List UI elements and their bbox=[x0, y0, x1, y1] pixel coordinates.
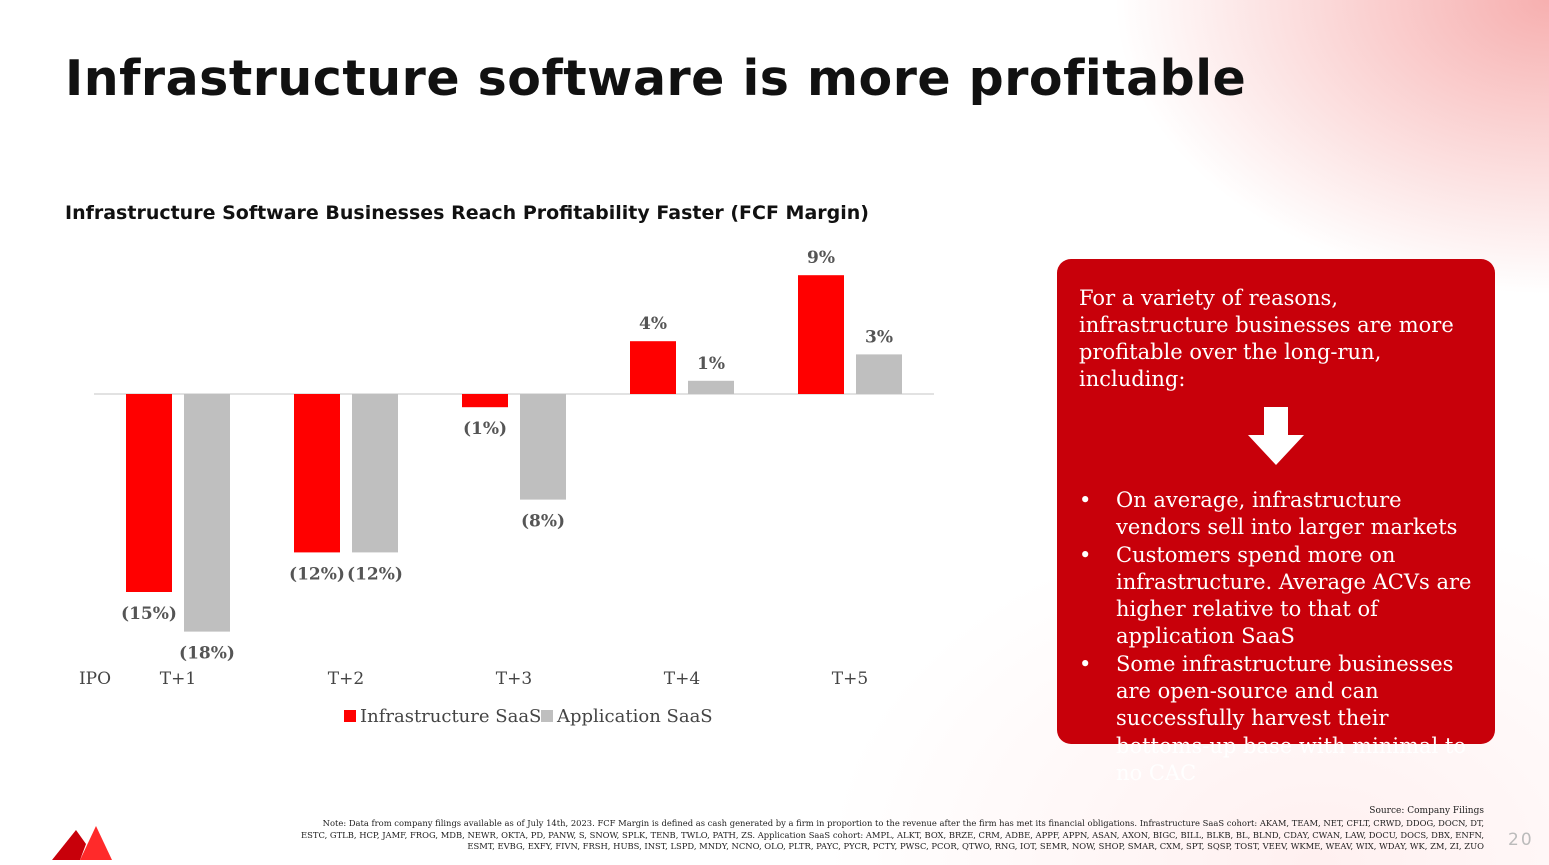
bar-value-label: (15%) bbox=[121, 604, 177, 624]
x-tick-label: T+5 bbox=[832, 669, 868, 689]
legend-label: Infrastructure SaaS bbox=[360, 706, 541, 727]
bar-value-label: (18%) bbox=[179, 644, 235, 664]
bar-infrastructure bbox=[126, 394, 172, 592]
callout-bullet-item: • On average, infrastructure vendors sel… bbox=[1079, 487, 1473, 542]
bar-value-label: 9% bbox=[807, 248, 835, 268]
fcf-margin-bar-chart: (15%)(18%) T+1 (12%) (12%) T+2 (1%) (8%) T+3 4% 1… bbox=[79, 248, 934, 727]
bar-value-label: 4% bbox=[639, 314, 667, 334]
company-logo-icon bbox=[52, 826, 112, 860]
callout-bullet-text: Some infrastructure businesses are open-… bbox=[1116, 651, 1466, 785]
x-tick-label: T+4 bbox=[664, 669, 700, 689]
x-origin-label: IPO bbox=[79, 669, 111, 689]
bar-value-label: 3% bbox=[865, 327, 893, 347]
callout-bullet-text: On average, infrastructure vendors sell … bbox=[1116, 488, 1458, 540]
legend-swatch bbox=[541, 710, 553, 722]
footnote: Note: Data from company filings availabl… bbox=[301, 818, 1484, 851]
bar-value-label: (8%) bbox=[521, 512, 565, 532]
bullet-icon: • bbox=[1079, 542, 1092, 567]
bar-infrastructure bbox=[798, 275, 844, 394]
callout-intro: For a variety of reasons, infrastructure… bbox=[1079, 286, 1454, 391]
bar-application bbox=[856, 354, 902, 394]
bar-value-label: 1% bbox=[697, 354, 725, 374]
x-tick-label: T+3 bbox=[496, 669, 532, 689]
legend-swatch bbox=[344, 710, 356, 722]
x-tick-label: T+2 bbox=[328, 669, 364, 689]
bar-application bbox=[352, 394, 398, 553]
bar-application bbox=[184, 394, 230, 632]
page-title: Infrastructure software is more profitab… bbox=[65, 50, 1247, 107]
bar-infrastructure bbox=[630, 341, 676, 394]
bar-infrastructure bbox=[294, 394, 340, 553]
chart-title: Infrastructure Software Businesses Reach… bbox=[65, 202, 869, 224]
bullet-icon: • bbox=[1079, 651, 1092, 676]
bar-infrastructure bbox=[462, 394, 508, 408]
callout-bullet-list: • On average, infrastructure vendors sel… bbox=[1079, 487, 1473, 787]
x-tick-label: T+1 bbox=[160, 669, 196, 689]
bar-value-label: (1%) bbox=[463, 419, 507, 439]
callout-bullet-text: Customers spend more on infrastructure. … bbox=[1116, 542, 1472, 649]
bar-value-label: (12%) bbox=[289, 564, 345, 584]
callout-box: For a variety of reasons, infrastructure… bbox=[1057, 259, 1495, 785]
bullet-icon: • bbox=[1079, 488, 1092, 512]
down-arrow-icon bbox=[1248, 407, 1304, 465]
bar-application bbox=[520, 394, 566, 500]
callout-bullet-item: • Some infrastructure businesses are ope… bbox=[1079, 651, 1473, 787]
source-citation: Source: Company Filings bbox=[1369, 806, 1484, 816]
callout-bullet-item: • Customers spend more on infrastructure… bbox=[1079, 542, 1473, 651]
bar-application bbox=[688, 380, 734, 394]
legend-label: Application SaaS bbox=[556, 706, 713, 727]
bar-value-label: (12%) bbox=[347, 564, 403, 584]
page-number: 20 bbox=[1508, 830, 1534, 850]
